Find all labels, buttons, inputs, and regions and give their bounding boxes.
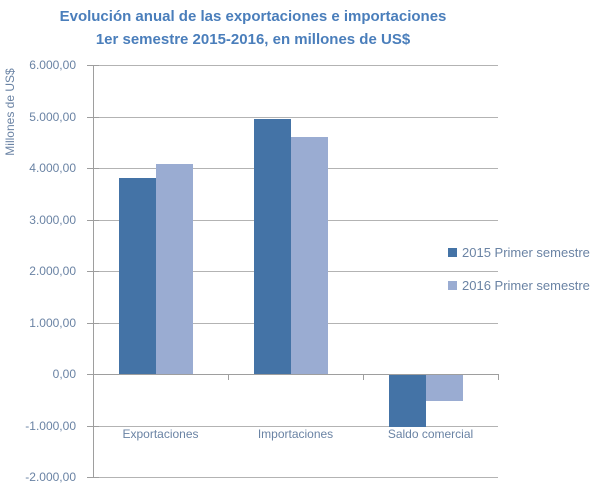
y-tick-label: 6.000,00 [29, 58, 76, 72]
x-category-label-importaciones: Importaciones [257, 427, 334, 441]
x-tickmark [363, 374, 364, 380]
x-category-label-saldo-comercial: Saldo comercial [387, 427, 474, 441]
y-tick-label: 1.000,00 [29, 316, 76, 330]
y-tick-label: 5.000,00 [29, 110, 76, 124]
y-axis-line [93, 65, 94, 477]
y-tick-label: 0,00 [52, 367, 76, 381]
bar-2016-exportaciones [156, 164, 193, 374]
gridline--2000 [93, 477, 498, 478]
y-tick-label: -2.000,00 [25, 470, 76, 484]
x-tickmark [228, 374, 229, 380]
bar-2016-importaciones [291, 137, 328, 374]
legend-swatch-icon [448, 281, 457, 290]
y-tick-label: 4.000,00 [29, 161, 76, 175]
y-tick-label: -1.000,00 [25, 419, 76, 433]
chart-title: Evolución anual de las exportaciones e i… [0, 5, 506, 51]
bar-2015-saldo-comercial [389, 375, 426, 427]
x-category-label-exportaciones: Exportaciones [122, 427, 199, 441]
y-tickmark--2000 [87, 477, 99, 478]
x-axis-line [93, 374, 498, 375]
chart-title-line2: 1er semestre 2015-2016, en millones de U… [95, 31, 411, 48]
legend-label: 2016 Primer semestre [462, 278, 590, 293]
y-tick-label: 2.000,00 [29, 264, 76, 278]
gridline--1000 [93, 426, 498, 427]
legend-swatch-icon [448, 248, 457, 257]
bar-2015-exportaciones [119, 178, 156, 374]
chart-title-line1: Evolución anual de las exportaciones e i… [59, 8, 447, 25]
gridline-6000 [93, 65, 498, 66]
x-tickmark [498, 374, 499, 380]
bar-2015-importaciones [254, 119, 291, 374]
legend-label: 2015 Primer semestre [462, 245, 590, 260]
gridline-5000 [93, 117, 498, 118]
y-tick-label: 3.000,00 [29, 213, 76, 227]
bar-2016-saldo-comercial [426, 375, 463, 401]
